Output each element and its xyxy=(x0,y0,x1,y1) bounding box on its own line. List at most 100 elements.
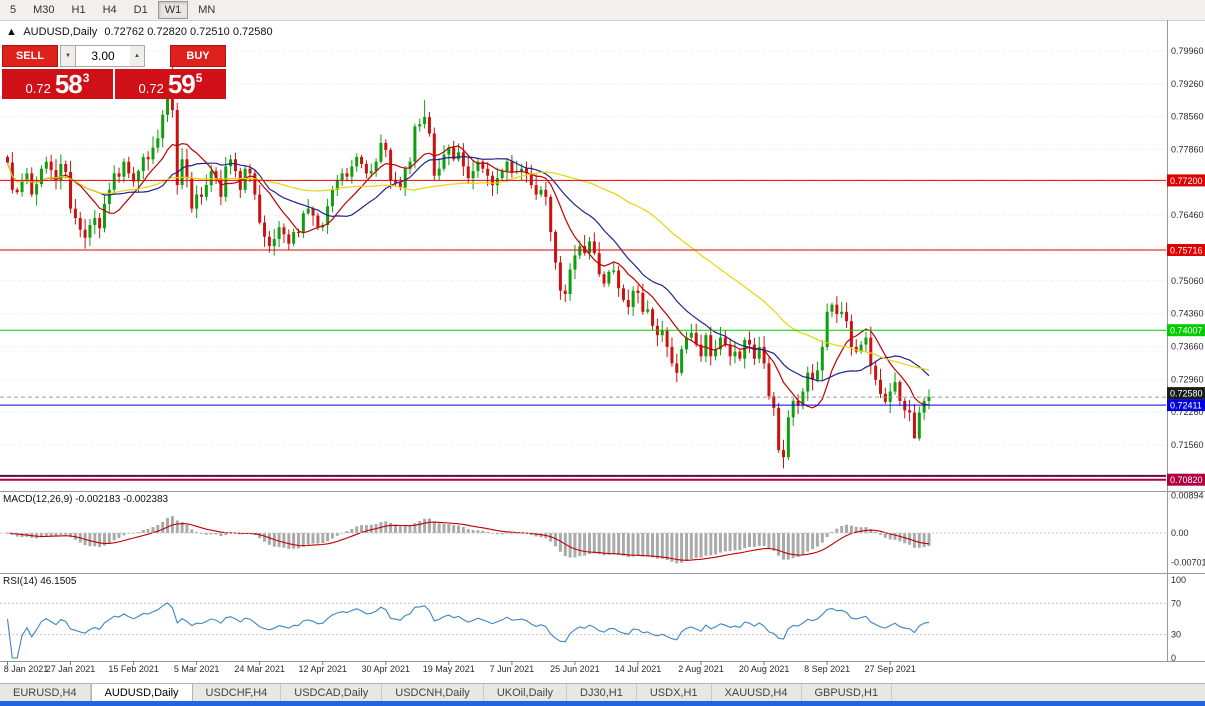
svg-text:0.77860: 0.77860 xyxy=(1171,145,1204,155)
moving-average-line-50 xyxy=(6,162,930,371)
moving-average-line-10 xyxy=(6,142,930,409)
svg-text:0.74007: 0.74007 xyxy=(1170,326,1203,336)
svg-text:0.00: 0.00 xyxy=(1171,528,1189,538)
svg-text:5 Mar 2021: 5 Mar 2021 xyxy=(174,664,220,674)
svg-text:0.76460: 0.76460 xyxy=(1171,210,1204,220)
price-axis-labels: 0.799600.792600.785600.778600.771600.764… xyxy=(1171,46,1205,663)
svg-text:2 Aug 2021: 2 Aug 2021 xyxy=(678,664,724,674)
trade-controls-row: SELL ▼ ▲ BUY xyxy=(2,45,226,67)
price-axis-badges: 0.77200 0.75716 0.74007 0.72580 0.72411 0.708… xyxy=(1167,174,1205,486)
timeframe-button-h1[interactable]: H1 xyxy=(71,4,86,16)
svg-text:20 Aug 2021: 20 Aug 2021 xyxy=(739,664,790,674)
price-gridlines xyxy=(0,50,1166,479)
svg-text:12 Apr 2021: 12 Apr 2021 xyxy=(299,664,348,674)
chart-tab-usdcad-daily[interactable]: USDCAD,Daily xyxy=(281,684,383,702)
chart-tab-gbpusd-h1[interactable]: GBPUSD,H1 xyxy=(802,684,893,702)
rsi-label: RSI(14) 46.1505 xyxy=(3,576,77,587)
svg-text:25 Jun 2021: 25 Jun 2021 xyxy=(550,664,600,674)
chart-canvas[interactable]: 0.799600.792600.785600.778600.771600.764… xyxy=(0,20,1205,683)
svg-text:0.72580: 0.72580 xyxy=(1170,389,1203,399)
svg-text:0.75716: 0.75716 xyxy=(1170,246,1203,256)
svg-text:30: 30 xyxy=(1171,630,1181,640)
macd-label: MACD(12,26,9) -0.002183 -0.002383 xyxy=(3,494,169,505)
macd-histogram xyxy=(6,516,931,564)
sell-price-main: 58 xyxy=(54,69,83,99)
svg-text:0.77200: 0.77200 xyxy=(1170,176,1203,186)
chart-tab-usdcnh-daily[interactable]: USDCNH,Daily xyxy=(382,684,484,702)
one-click-trading-panel: SELL ▼ ▲ BUY 0.72 58 3 0.72 59 5 xyxy=(2,45,226,99)
svg-text:-0.00701: -0.00701 xyxy=(1171,558,1205,568)
macd-signal-line xyxy=(7,521,930,561)
chart-tab-usdchf-h4[interactable]: USDCHF,H4 xyxy=(193,684,282,702)
chart-tab-eurusd-h4[interactable]: EURUSD,H4 xyxy=(0,684,91,702)
sell-button[interactable]: SELL xyxy=(2,45,58,67)
sell-price-prefix: 0.72 xyxy=(25,81,51,96)
svg-text:100: 100 xyxy=(1171,575,1186,585)
price-badge-0.75716 xyxy=(1167,244,1205,256)
price-badge-0.74007 xyxy=(1167,324,1205,337)
trade-prices-row: 0.72 58 3 0.72 59 5 xyxy=(2,69,226,99)
svg-text:24 Mar 2021: 24 Mar 2021 xyxy=(234,664,285,674)
svg-text:27 Sep 2021: 27 Sep 2021 xyxy=(865,664,916,674)
timeframe-button-5[interactable]: 5 xyxy=(10,4,17,16)
svg-text:0.79260: 0.79260 xyxy=(1171,79,1204,89)
svg-text:0.72411: 0.72411 xyxy=(1170,401,1202,411)
candlesticks xyxy=(6,51,931,469)
chart-tabs-bar: EURUSD,H4 AUDUSD,Daily USDCHF,H4 USDCAD,Dai… xyxy=(0,683,1205,702)
horizontal-price-lines xyxy=(0,179,1166,481)
moving-average-line-20 xyxy=(6,155,930,382)
chart-tab-audusd-daily[interactable]: AUDUSD,Daily xyxy=(90,684,193,702)
svg-text:0.72260: 0.72260 xyxy=(1171,407,1204,417)
price-badge-0.70820 xyxy=(1167,473,1205,486)
svg-text:0.73660: 0.73660 xyxy=(1171,342,1204,352)
price-badge-0.72411 xyxy=(1167,399,1205,412)
chart-symbol-label: AUDUSD,Daily xyxy=(23,26,98,38)
svg-text:0: 0 xyxy=(1171,653,1176,663)
svg-text:7 Jun 2021: 7 Jun 2021 xyxy=(490,664,535,674)
svg-text:15 Feb 2021: 15 Feb 2021 xyxy=(108,664,159,674)
svg-text:30 Apr 2021: 30 Apr 2021 xyxy=(362,664,411,674)
svg-text:70: 70 xyxy=(1171,598,1181,608)
chart-tab-dj30-h1[interactable]: DJ30,H1 xyxy=(567,684,637,702)
svg-text:14 Jul 2021: 14 Jul 2021 xyxy=(615,664,662,674)
svg-text:19 May 2021: 19 May 2021 xyxy=(423,664,475,674)
symbol-arrow-icon: ▲ xyxy=(6,26,17,38)
sell-price-pip: 3 xyxy=(82,71,90,85)
svg-text:27 Jan 2021: 27 Jan 2021 xyxy=(46,664,96,674)
svg-text:0.71560: 0.71560 xyxy=(1171,440,1204,450)
chart-ohlc-values: 0.72762 0.72820 0.72510 0.72580 xyxy=(104,26,273,38)
buy-button[interactable]: BUY xyxy=(170,45,226,67)
bottom-blue-bar xyxy=(0,701,1205,706)
lot-size-input[interactable] xyxy=(76,45,130,67)
chart-header: ▲ AUDUSD,Daily 0.72762 0.72820 0.72510 0… xyxy=(6,26,277,38)
lot-decrease-button[interactable]: ▼ xyxy=(60,45,76,67)
timeframe-button-d1[interactable]: D1 xyxy=(133,4,148,16)
chart-tab-ukoil-daily[interactable]: UKOil,Daily xyxy=(484,684,568,702)
svg-text:0.75060: 0.75060 xyxy=(1171,276,1204,286)
price-badge-0.72580 xyxy=(1167,387,1205,400)
sell-price-display[interactable]: 0.72 58 3 xyxy=(2,69,113,99)
lot-increase-button[interactable]: ▲ xyxy=(130,45,145,67)
svg-text:8 Sep 2021: 8 Sep 2021 xyxy=(804,664,850,674)
timeframe-button-h4[interactable]: H4 xyxy=(102,4,117,16)
timeframe-button-w1[interactable]: W1 xyxy=(157,1,189,19)
chart-tab-usdx-h1[interactable]: USDX,H1 xyxy=(637,684,712,702)
timeframe-button-mn[interactable]: MN xyxy=(198,4,216,16)
timeframe-button-m30[interactable]: M30 xyxy=(33,4,55,16)
timeframe-toolbar: 5 M30 H1 H4 D1 W1 MN xyxy=(0,0,1205,21)
rsi-line xyxy=(6,602,930,659)
price-badge-0.77200 xyxy=(1167,174,1205,187)
svg-text:0.00894: 0.00894 xyxy=(1171,490,1204,500)
buy-price-pip: 5 xyxy=(195,71,203,85)
buy-price-prefix: 0.72 xyxy=(138,81,164,96)
svg-text:8 Jan 2021: 8 Jan 2021 xyxy=(4,664,49,674)
buy-price-display[interactable]: 0.72 59 5 xyxy=(115,69,226,99)
svg-text:0.74360: 0.74360 xyxy=(1171,309,1204,319)
svg-text:0.78560: 0.78560 xyxy=(1171,112,1204,122)
chart-tab-xauusd-h4[interactable]: XAUUSD,H4 xyxy=(712,684,802,702)
svg-text:0.79960: 0.79960 xyxy=(1171,46,1204,56)
svg-text:0.70820: 0.70820 xyxy=(1170,475,1203,485)
buy-price-main: 59 xyxy=(167,69,196,99)
svg-text:0.72960: 0.72960 xyxy=(1171,374,1204,384)
